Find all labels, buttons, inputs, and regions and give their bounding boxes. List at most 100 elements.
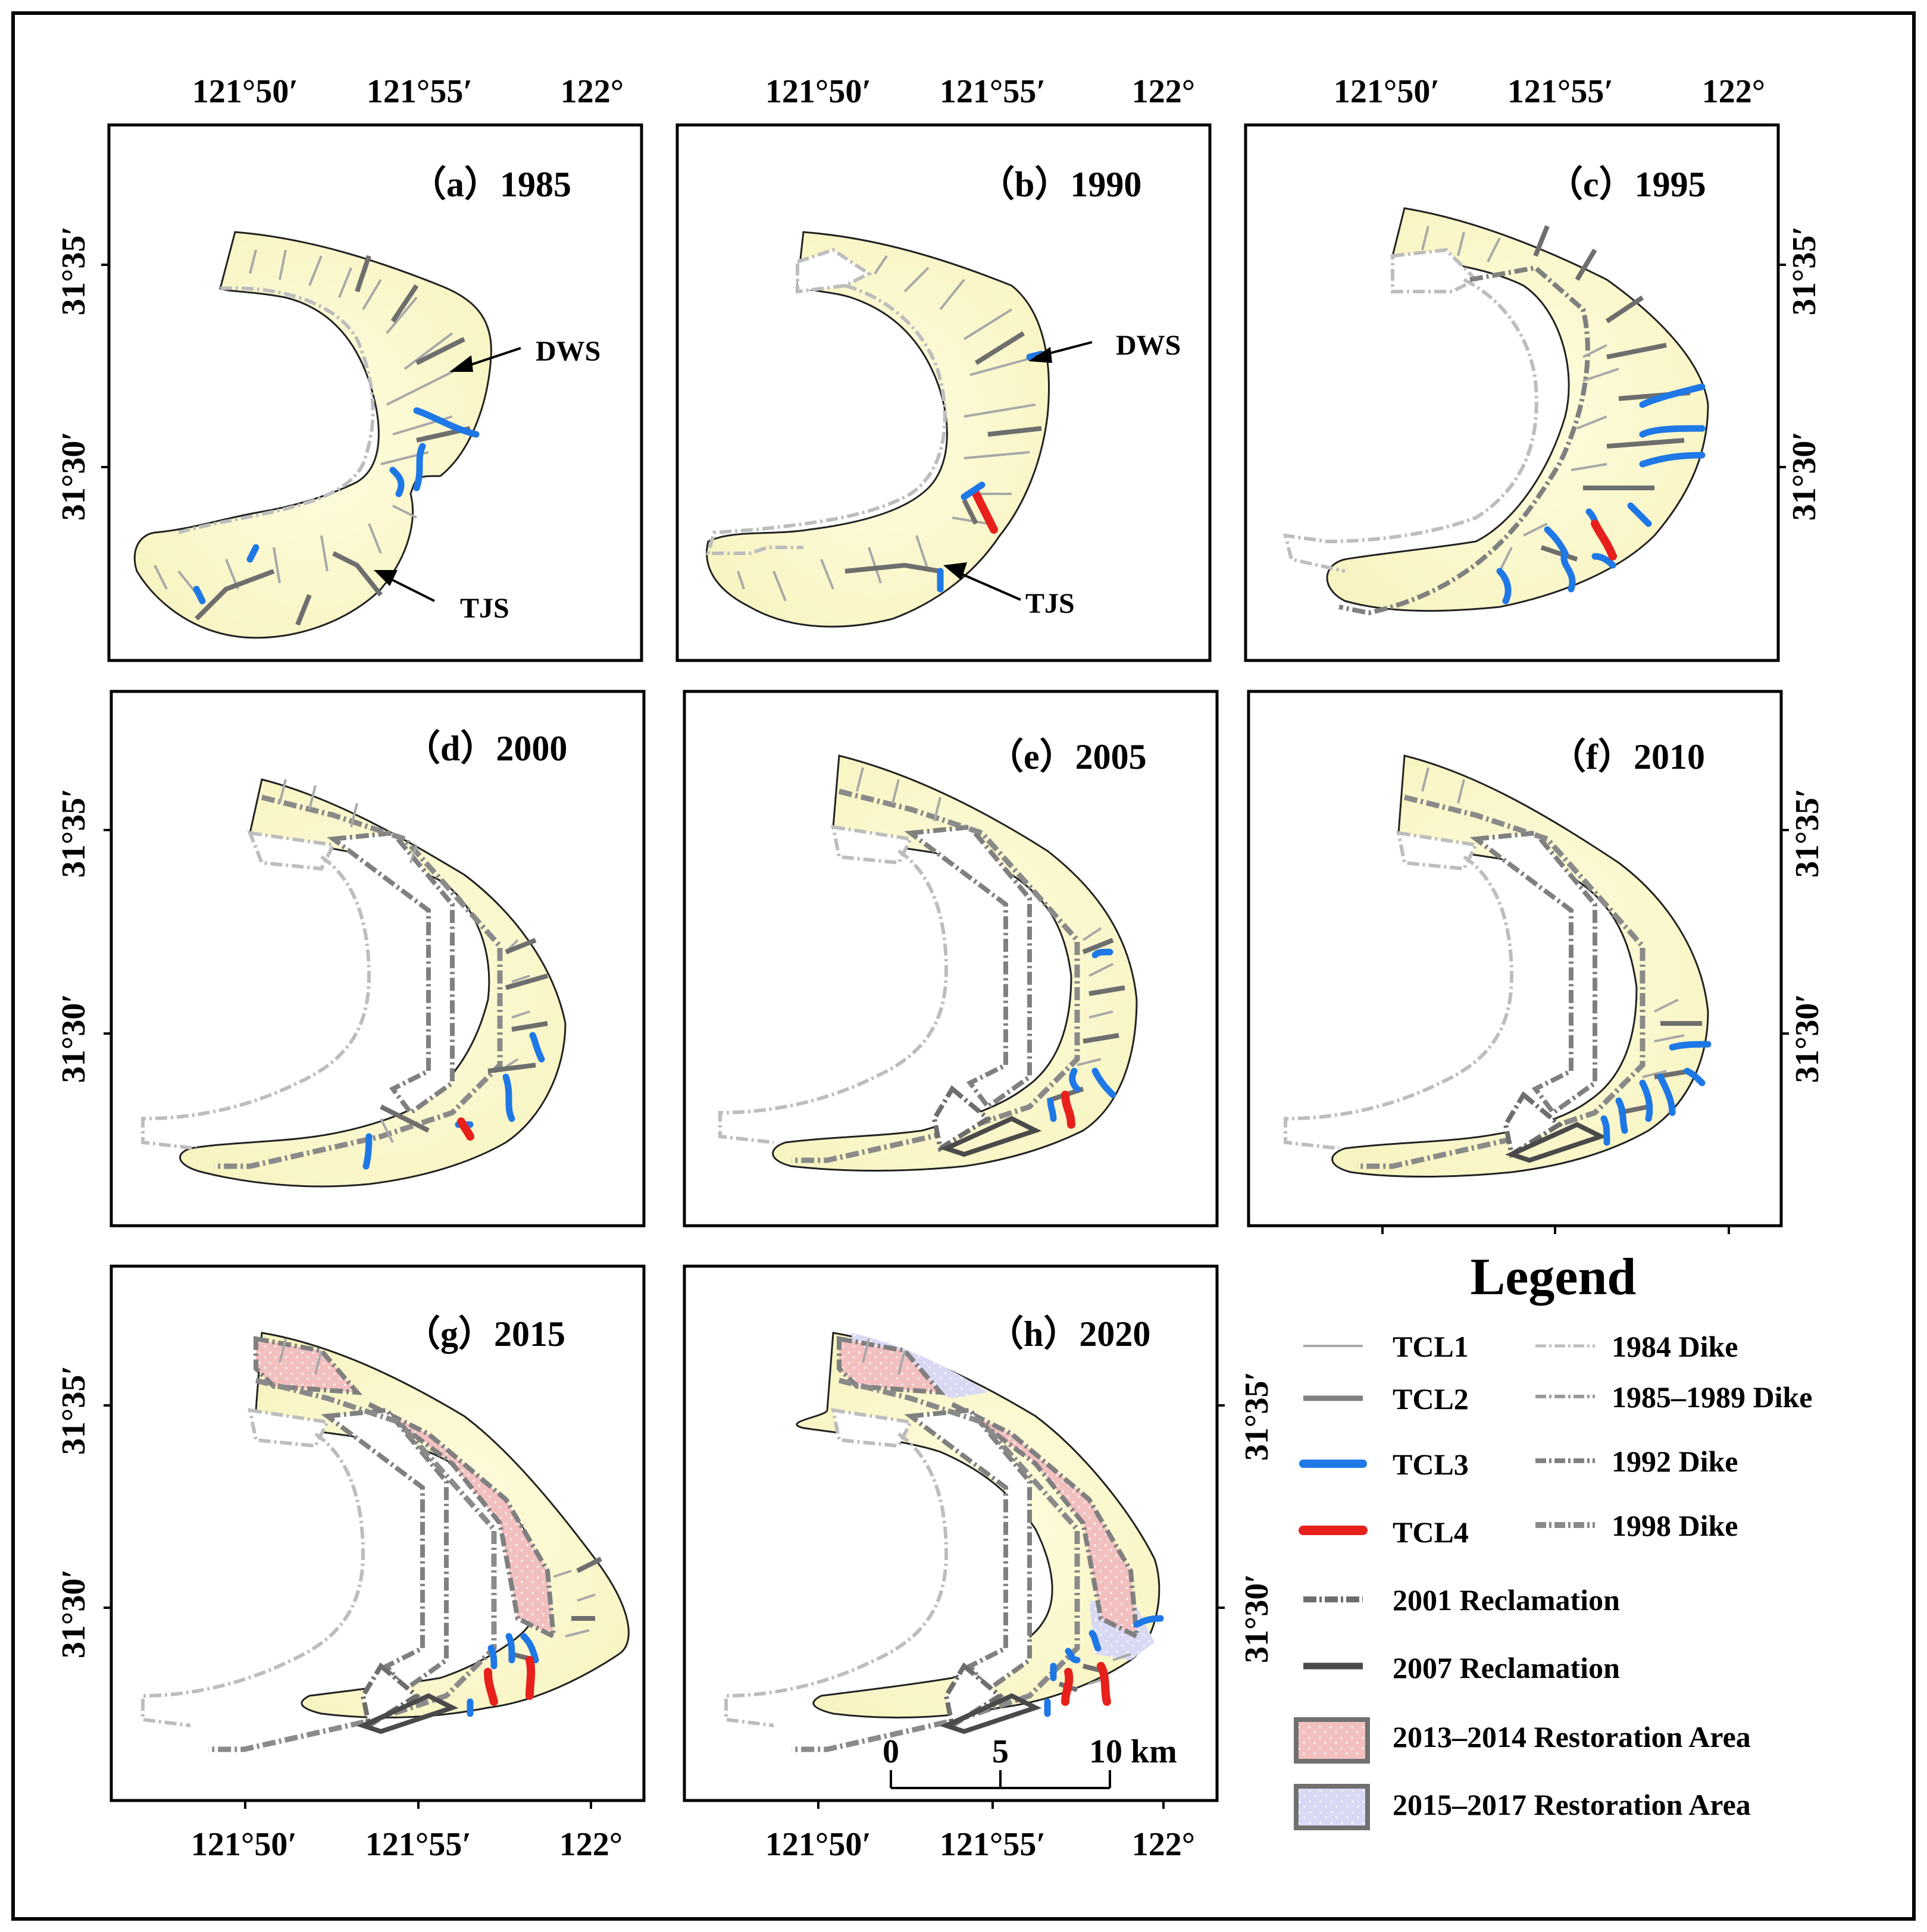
tidal-flat-d (179, 778, 567, 1188)
tcl2-creeks-d (380, 938, 549, 1133)
longitude-labels: 121°50′ 121°55′ 122° 121°50′ 121°55′ 122… (191, 73, 1765, 1863)
tcl4-creeks-e (1061, 1091, 1075, 1129)
tidal-flat-c (1326, 207, 1709, 612)
outer-frame (11, 11, 1916, 1921)
legend-swatch-restoration-2013 (1294, 1717, 1370, 1764)
legend-label-tcl2: TCL2 (1393, 1382, 1469, 1416)
tcl4-creeks-b (972, 490, 998, 534)
lon-label-bottom-h-2: 121°55′ (940, 1826, 1046, 1863)
panel-c-map (1283, 207, 1709, 616)
dike-1998-h (792, 1377, 1080, 1752)
panel-title-h: （h）2020 (988, 1314, 1150, 1354)
tcl4-creeks-c (1591, 519, 1617, 561)
tidal-flat-a (133, 231, 492, 639)
legend-label-restoration-2015: 2015–2017 Restoration Area (1393, 1788, 1751, 1821)
lon-label-top-c-3: 122° (1702, 73, 1765, 110)
panel-title-g: （g）2015 (405, 1314, 565, 1354)
lat-label-right-f-2: 31°30′ (1789, 994, 1826, 1083)
tcl3-creeks-g (467, 1633, 539, 1717)
dike-1985-e (718, 849, 949, 1144)
tcl2-creeks-a (195, 255, 471, 626)
lat-label-right-f-1: 31°35′ (1789, 788, 1826, 878)
lat-label-right-h-2: 31°30′ (1238, 1574, 1275, 1663)
lon-label-top-a-3: 122° (561, 73, 624, 110)
tidal-flat-f (1331, 754, 1709, 1178)
panel-h-map: 0 5 10 km (724, 1332, 1177, 1789)
arrow-head-dws-b (1028, 347, 1052, 363)
tcl4-creeks-g (484, 1656, 536, 1706)
lon-label-top-c-1: 121°50′ (1334, 73, 1440, 110)
frame-ticks (101, 264, 1789, 1809)
dike-1984-north-c (1391, 248, 1479, 293)
legend-label-tcl3: TCL3 (1393, 1448, 1469, 1481)
dike-1992-e (904, 824, 1032, 1110)
tcl3-creeks-c (1496, 383, 1706, 605)
legend-label-tcl1: TCL1 (1393, 1330, 1469, 1363)
scale-bar-h (890, 1770, 1111, 1789)
tcl2-creeks-c (1533, 225, 1691, 562)
panel-title-d: （d）2000 (405, 728, 567, 768)
lat-label-right-c-2: 31°30′ (1786, 431, 1823, 521)
lon-label-top-a-1: 121°50′ (192, 73, 298, 110)
dws-label-b: DWS (1116, 330, 1181, 361)
dike-1984-north-h (831, 1408, 914, 1448)
lon-label-bottom-h-1: 121°50′ (765, 1826, 871, 1863)
panel-title-e: （e）2005 (988, 737, 1147, 776)
dike-1984-north-f (1396, 831, 1479, 871)
lon-label-top-b-2: 121°55′ (940, 73, 1046, 110)
scale-tick-0: 0 (883, 1733, 899, 1770)
dike-1985-g (141, 1432, 365, 1727)
tcl1-creeks-e (856, 767, 1113, 1066)
legend-label-dike-1985: 1985–1989 Dike (1612, 1380, 1813, 1414)
panel-a-map: DWS TJS (133, 231, 600, 639)
legend-label-reclamation-2007: 2007 Reclamation (1393, 1651, 1620, 1684)
tcl1-creeks-b (737, 255, 1036, 602)
lon-label-bottom-g-1: 121°50′ (191, 1826, 297, 1863)
lat-label-left-a-2: 31°30′ (55, 431, 92, 521)
dws-label-a: DWS (536, 336, 600, 367)
lat-label-right-h-1: 31°35′ (1238, 1371, 1275, 1461)
legend-swatch-restoration-2015 (1294, 1784, 1370, 1830)
lat-label-right-c-1: 31°35′ (1786, 226, 1823, 315)
dike-1984-north-g (248, 1408, 330, 1448)
legend-label-dike-1984: 1984 Dike (1612, 1330, 1738, 1363)
dike-1992-f (1469, 830, 1597, 1116)
tcl3-creeks-a (193, 407, 480, 605)
lat-label-left-d-2: 31°30′ (55, 994, 92, 1083)
scale-tick-5: 5 (992, 1733, 1009, 1770)
tcl4-creeks-d (457, 1117, 474, 1141)
reclamation-2001-e (931, 1085, 992, 1153)
lat-label-left-d-1: 31°35′ (55, 788, 92, 878)
dike-1985-h (724, 1432, 949, 1727)
arrow-head-tjs-a (374, 570, 398, 586)
dike-1984-north-d (247, 831, 336, 871)
tidal-flat-e (772, 754, 1138, 1172)
latitude-labels: 31°35′ 31°30′ 31°35′ 31°30′ 31°35′ 31°30… (55, 226, 1826, 1663)
dike-1985-f (1284, 855, 1514, 1150)
reclamation-2007-f (1505, 1122, 1607, 1163)
lat-label-left-g-1: 31°35′ (55, 1366, 92, 1455)
restoration-2013-south-h (950, 1402, 1140, 1640)
tcl2-creeks-e (1046, 938, 1125, 1103)
tcl3-creeks-f (1600, 1041, 1712, 1146)
lat-label-left-a-1: 31°35′ (55, 226, 92, 315)
dike-1984-north-e (831, 825, 914, 865)
arrow-head-dws-a (449, 355, 473, 372)
legend-label-reclamation-2001: 2001 Reclamation (1393, 1583, 1620, 1617)
panel-f-map (1284, 754, 1712, 1178)
lon-label-top-b-3: 122° (1132, 73, 1195, 110)
dike-1998-f (1357, 794, 1646, 1169)
reclamation-2007-e (940, 1116, 1042, 1157)
dike-1985-c (1283, 278, 1538, 573)
panel-title-c: （c）1995 (1547, 164, 1706, 204)
panel-g-map (141, 1332, 630, 1752)
panel-d-map (141, 778, 567, 1188)
tjs-label-a: TJS (460, 593, 509, 624)
legend-label-dike-1992: 1992 Dike (1612, 1445, 1738, 1478)
tcl1-creeks-f (1421, 767, 1685, 1078)
lon-label-top-a-2: 121°55′ (367, 73, 473, 110)
panel-title-b: （b）1990 (979, 164, 1141, 204)
dike-1984-a (178, 286, 375, 534)
lon-label-top-b-1: 121°50′ (765, 73, 871, 110)
